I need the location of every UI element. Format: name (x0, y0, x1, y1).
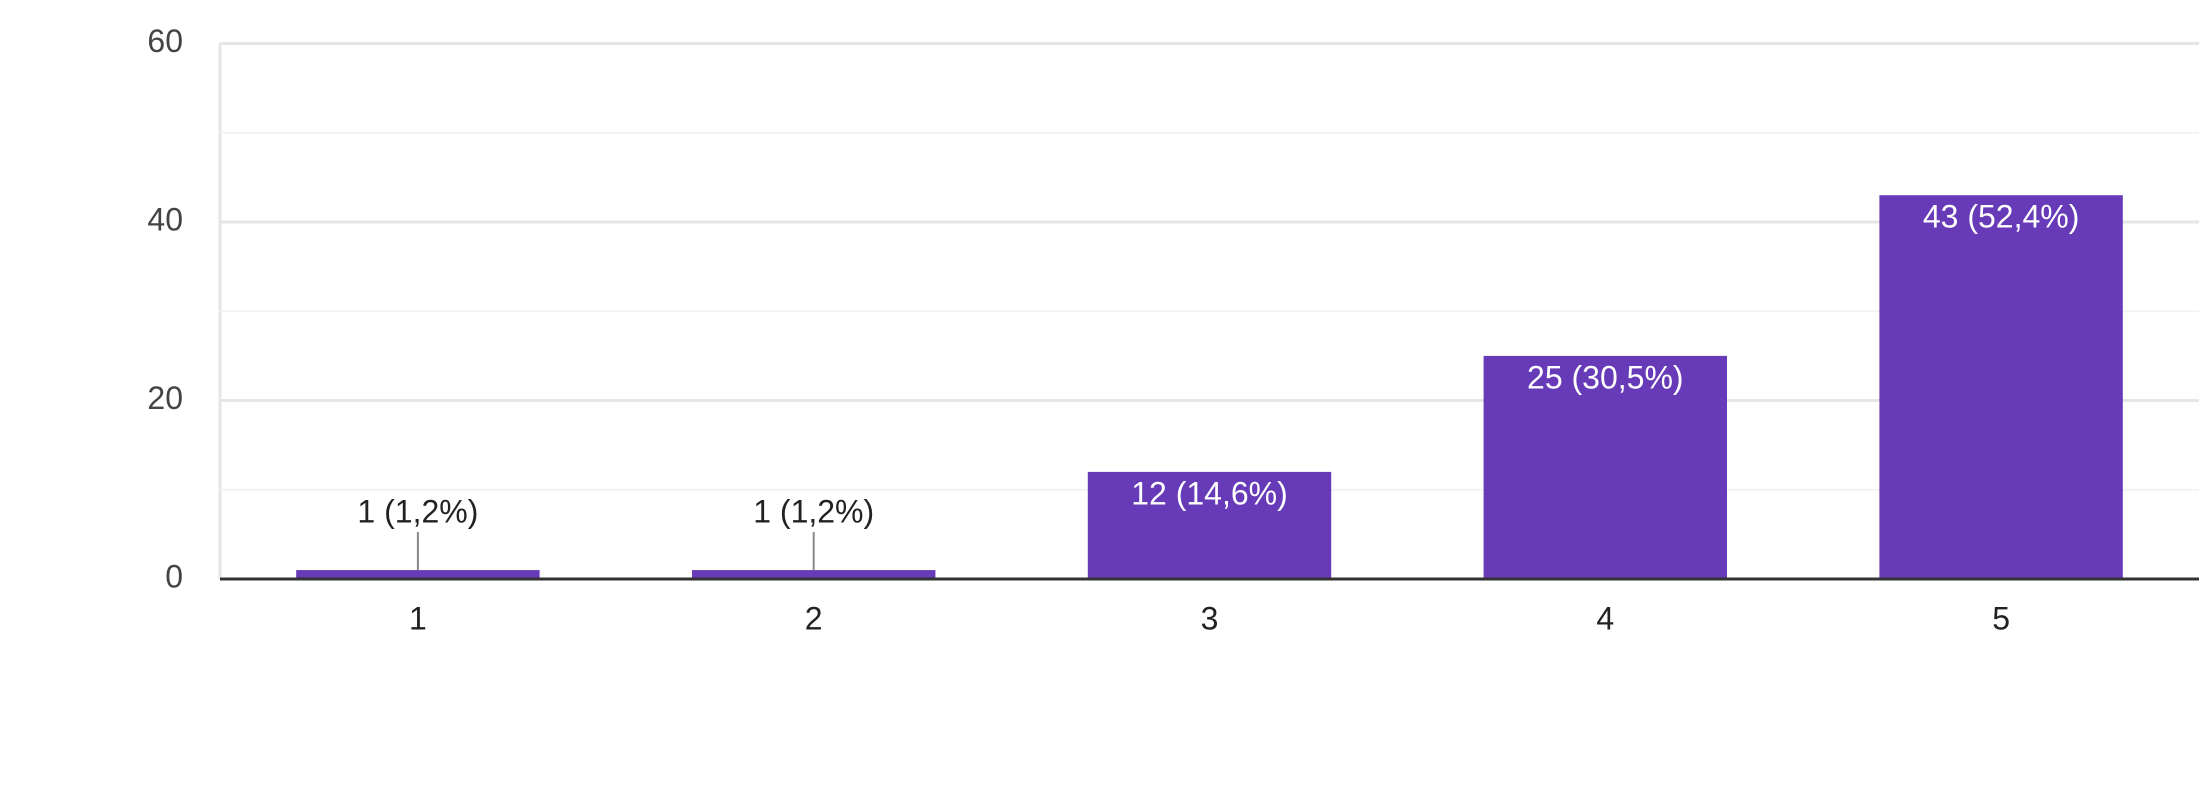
value-label: 12 (14,6%) (1131, 475, 1288, 511)
value-label: 43 (52,4%) (1923, 199, 2080, 235)
y-tick-label: 40 (147, 201, 183, 237)
y-tick-label: 20 (147, 380, 183, 416)
y-tick-label: 0 (165, 558, 183, 594)
x-tick-label: 5 (1992, 600, 2010, 636)
bar (1879, 195, 2123, 579)
x-tick-label: 4 (1596, 600, 1614, 636)
x-tick-label: 3 (1201, 600, 1219, 636)
value-label: 1 (1,2%) (753, 494, 874, 530)
bar (1087, 471, 1332, 579)
value-label: 1 (1,2%) (357, 494, 478, 530)
bar (1483, 355, 1728, 579)
value-label: 25 (30,5%) (1527, 359, 1684, 395)
x-tick-label: 2 (805, 600, 823, 636)
bar (691, 570, 936, 579)
y-tick-label: 60 (147, 23, 183, 59)
x-tick-label: 1 (409, 600, 427, 636)
bar (296, 570, 540, 579)
